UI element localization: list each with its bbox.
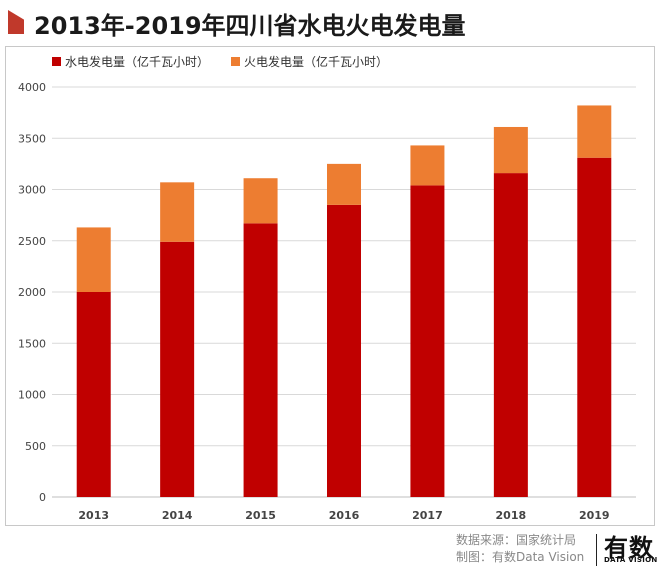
data-source-text: 数据来源：国家统计局 — [456, 533, 577, 547]
y-tick-label: 3500 — [18, 132, 46, 145]
legend-swatch-hydro — [52, 57, 61, 66]
bar-hydro — [243, 223, 278, 497]
y-tick-label: 500 — [25, 440, 46, 453]
x-tick-label: 2019 — [579, 509, 610, 522]
x-tick-label: 2017 — [412, 509, 443, 522]
bar-hydro — [493, 173, 528, 497]
bar-hydro — [76, 292, 111, 497]
legend-swatch-thermal — [231, 57, 240, 66]
bar-hydro — [577, 157, 612, 497]
y-tick-label: 0 — [39, 491, 46, 504]
bar-thermal — [243, 178, 278, 224]
y-tick-label: 2000 — [18, 286, 46, 299]
x-tick-label: 2014 — [162, 509, 193, 522]
y-tick-label: 1500 — [18, 337, 46, 350]
logo-divider — [596, 534, 597, 566]
y-tick-label: 1000 — [18, 389, 46, 402]
footer-source: 数据来源：国家统计局 制图：有数Data Vision — [456, 532, 584, 566]
y-tick-label: 3000 — [18, 184, 46, 197]
logo-main: 有数 — [604, 534, 654, 562]
bar-thermal — [76, 227, 111, 292]
title-bar: 2013年-2019年四川省水电火电发电量 — [0, 0, 660, 44]
logo-sub: DATA VISION — [604, 556, 658, 564]
bar-hydro — [327, 204, 361, 497]
legend-label-hydro: 水电发电量（亿千瓦小时） — [65, 54, 209, 69]
made-by-text: 制图：有数Data Vision — [456, 550, 585, 564]
bar-thermal — [160, 182, 195, 242]
bar-thermal — [493, 126, 528, 174]
bar-thermal — [410, 145, 445, 186]
bar-thermal — [577, 105, 612, 158]
legend-label-thermal: 火电发电量（亿千瓦小时） — [244, 54, 388, 69]
page-title: 2013年-2019年四川省水电火电发电量 — [34, 12, 466, 40]
y-tick-label: 4000 — [18, 81, 46, 94]
x-tick-label: 2016 — [329, 509, 360, 522]
x-tick-label: 2013 — [78, 509, 109, 522]
y-tick-label: 2500 — [18, 235, 46, 248]
x-tick-label: 2015 — [245, 509, 276, 522]
bar-hydro — [410, 185, 445, 497]
bar-thermal — [327, 163, 361, 205]
bar-hydro — [160, 241, 195, 497]
x-tick-label: 2018 — [496, 509, 527, 522]
